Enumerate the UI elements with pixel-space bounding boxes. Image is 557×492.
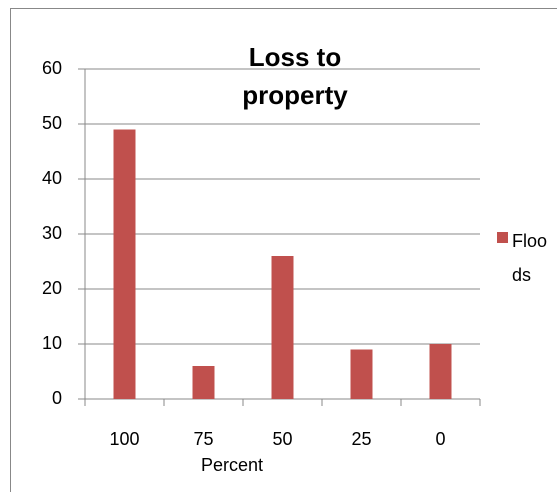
legend-label: Floods: [512, 231, 548, 285]
y-tick-label: 40: [42, 168, 62, 188]
y-tick-label: 30: [42, 223, 62, 243]
bar: [271, 256, 294, 399]
y-tick-label: 60: [42, 58, 62, 78]
x-tick-label: 75: [193, 429, 213, 449]
y-tick-label: 10: [42, 333, 62, 353]
y-tick-label: 0: [52, 388, 62, 408]
x-axis-label: Percent: [201, 455, 263, 475]
x-tick-label: 0: [435, 429, 445, 449]
x-tick-label: 100: [109, 429, 139, 449]
x-tick-label: 25: [351, 429, 371, 449]
y-tick-label: 50: [42, 113, 62, 133]
chart-title: Loss to property: [242, 42, 348, 110]
bar: [113, 129, 136, 399]
bar: [429, 344, 452, 399]
chart-border: [10, 8, 557, 492]
y-tick-label: 20: [42, 278, 62, 298]
x-tick-label: 50: [272, 429, 292, 449]
bar: [192, 366, 215, 399]
bar: [350, 349, 373, 399]
legend-swatch: [497, 232, 508, 243]
